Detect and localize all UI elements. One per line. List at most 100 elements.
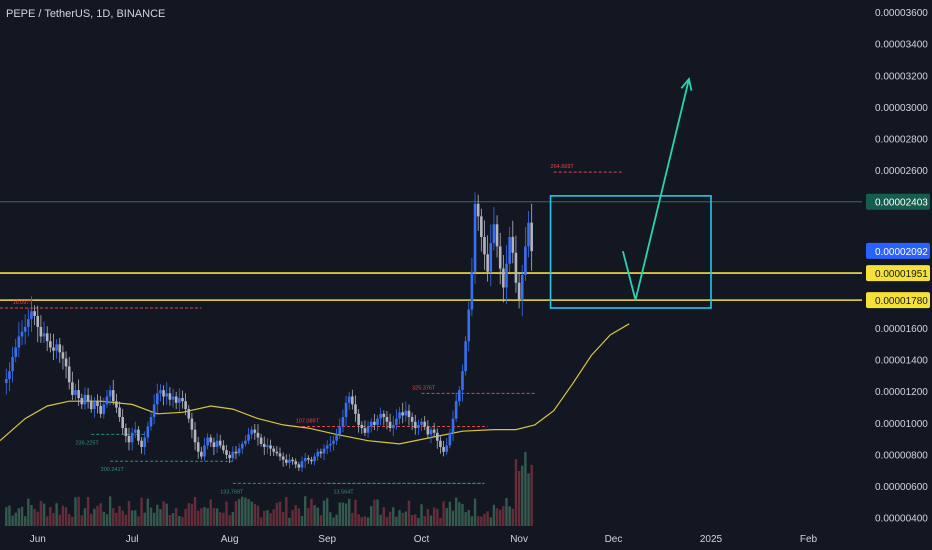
annotation-label: 133.769T: [220, 489, 244, 495]
candle-body: [373, 421, 376, 425]
volume-bar: [373, 499, 376, 526]
volume-bar: [149, 507, 153, 526]
volume-bar: [272, 509, 275, 526]
candle-body: [498, 246, 502, 269]
volume-bar: [429, 515, 433, 526]
candle-body: [203, 445, 206, 457]
candle-body: [454, 401, 458, 419]
candle-body: [388, 421, 392, 429]
y-tick-label: 0.00001200: [875, 387, 928, 398]
candle-body: [99, 405, 102, 414]
volume-bar: [17, 508, 21, 526]
y-tick-label: 0.00003000: [875, 103, 928, 114]
volume-bar: [11, 515, 14, 526]
volume-bar: [332, 517, 335, 526]
candle-body: [288, 459, 291, 463]
candle-body: [357, 413, 360, 425]
candle-body: [64, 358, 68, 367]
volume-bar: [58, 514, 61, 526]
volume-bar: [275, 502, 279, 526]
volume-bar: [105, 514, 109, 526]
candle-body: [325, 445, 329, 449]
price-label-box: [866, 193, 930, 210]
volume-bar: [420, 504, 423, 526]
volume-bar: [489, 517, 492, 526]
candle-body: [319, 451, 323, 454]
volume-bar: [266, 510, 269, 526]
candle-body: [137, 429, 140, 441]
volume-bar: [74, 497, 77, 526]
price-label-text: 0.00002092: [875, 247, 928, 258]
volume-bar: [108, 496, 112, 526]
candle-body: [366, 426, 370, 433]
candle-body: [27, 319, 30, 327]
volume-bar: [68, 514, 71, 526]
candle-body: [524, 246, 527, 275]
volume-bars: [5, 452, 533, 526]
annotation-label: 13.564T: [333, 489, 354, 495]
volume-bar: [45, 516, 49, 526]
y-tick-label: 0.00000800: [875, 450, 928, 461]
candle-body: [118, 407, 121, 418]
volume-bar: [398, 510, 401, 526]
volume-bar: [445, 508, 448, 526]
candle-body: [281, 456, 285, 460]
projection-path: [622, 78, 690, 301]
volume-bar: [196, 510, 200, 526]
chart-title: PEPE / TetherUS, 1D, BINANCE: [6, 8, 166, 20]
volume-bar: [294, 505, 297, 526]
candle-body: [313, 456, 316, 462]
volume-bar: [49, 507, 52, 526]
candle-body: [149, 417, 153, 427]
candle-body: [215, 440, 219, 448]
volume-bar: [483, 513, 486, 526]
candle-body: [14, 347, 18, 357]
volume-bar: [281, 512, 285, 526]
volume-bar: [33, 508, 36, 526]
volume-bar: [96, 505, 99, 526]
annotation-label: 264.669T: [551, 164, 575, 170]
x-tick-label: Dec: [605, 534, 623, 545]
candle-body: [473, 203, 477, 272]
candle-body: [143, 437, 147, 448]
volume-bar: [530, 464, 533, 526]
candle-body: [435, 432, 439, 441]
candle-body: [244, 440, 247, 444]
candle-body: [495, 224, 499, 247]
candle-body: [45, 333, 49, 342]
candle-body: [417, 424, 420, 429]
volume-bar: [322, 500, 326, 526]
candle-body: [259, 437, 263, 444]
candle-body: [391, 424, 395, 429]
x-tick-label: Feb: [800, 534, 818, 545]
volume-bar: [410, 514, 414, 526]
candle-body: [467, 309, 471, 342]
y-tick-label: 0.00001000: [875, 419, 928, 430]
candle-body: [316, 451, 320, 457]
volume-bar: [250, 501, 253, 526]
candle-body: [80, 398, 84, 405]
candle-body: [347, 396, 351, 403]
volume-bar: [426, 509, 430, 526]
volume-bar: [451, 510, 455, 526]
volume-bar: [64, 507, 68, 526]
candle-body: [395, 418, 398, 425]
candle-body: [262, 443, 266, 448]
volume-bar: [253, 503, 257, 526]
candle-body: [303, 458, 307, 462]
candle-body: [291, 459, 294, 462]
candle-body: [49, 341, 52, 348]
volume-bar: [206, 508, 209, 526]
volume-bar: [376, 499, 379, 526]
candle-body: [508, 236, 511, 264]
candle-body: [155, 393, 159, 405]
volume-bar: [439, 517, 442, 526]
candle-body: [492, 224, 496, 244]
candle-body: [55, 344, 58, 351]
volume-bar: [382, 507, 386, 526]
candles: [4, 192, 533, 473]
candle-body: [329, 443, 332, 446]
candle-body: [33, 311, 36, 316]
candle-body: [58, 344, 62, 353]
